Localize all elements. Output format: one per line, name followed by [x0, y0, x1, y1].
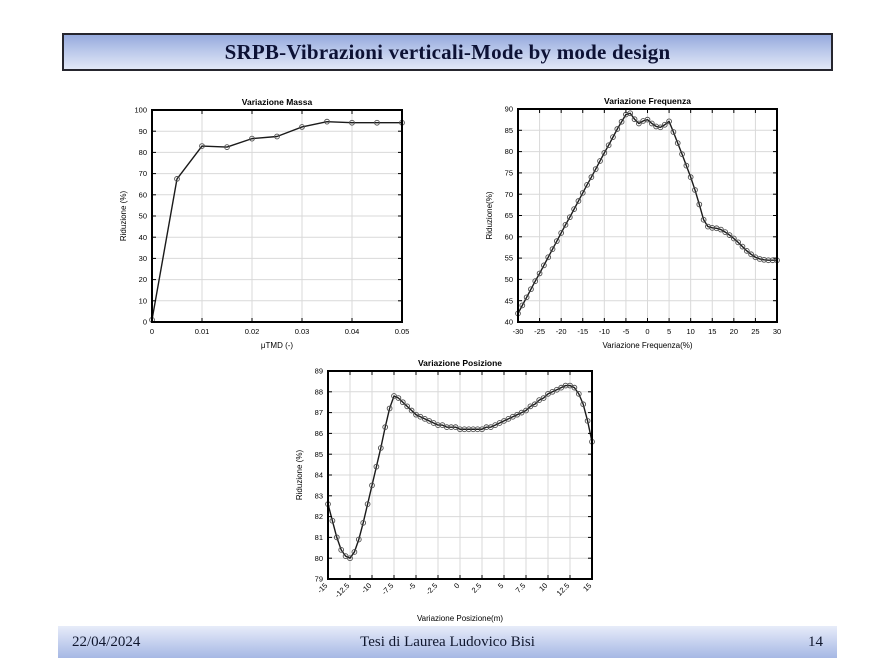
svg-text:45: 45 — [505, 296, 513, 305]
svg-text:25: 25 — [751, 327, 759, 336]
svg-text:-5: -5 — [623, 327, 630, 336]
svg-text:0: 0 — [645, 327, 649, 336]
svg-text:Variazione Posizione: Variazione Posizione — [418, 358, 502, 368]
svg-text:0: 0 — [150, 327, 154, 336]
svg-text:Variazione Frequenza(%): Variazione Frequenza(%) — [602, 341, 692, 350]
svg-text:100: 100 — [134, 106, 147, 115]
svg-text:7.5: 7.5 — [514, 581, 528, 595]
svg-text:10: 10 — [139, 296, 147, 305]
svg-text:12.5: 12.5 — [555, 581, 572, 598]
svg-text:80: 80 — [315, 554, 323, 563]
svg-text:20: 20 — [730, 327, 738, 336]
svg-text:85: 85 — [505, 126, 513, 135]
svg-text:85: 85 — [315, 450, 323, 459]
chart-variazione-frequenza: 40 45 50 55 60 65 70 75 80 85 90 -30 -25 -20 -15 -10 -5 0… — [478, 93, 789, 356]
svg-text:81: 81 — [315, 533, 323, 542]
svg-text:0.02: 0.02 — [245, 327, 260, 336]
svg-text:82: 82 — [315, 512, 323, 521]
svg-text:10: 10 — [537, 581, 549, 593]
svg-text:-5: -5 — [406, 581, 417, 592]
svg-text:80: 80 — [505, 147, 513, 156]
svg-text:-25: -25 — [534, 327, 545, 336]
svg-text:80: 80 — [139, 148, 147, 157]
svg-text:20: 20 — [139, 275, 147, 284]
svg-text:86: 86 — [315, 429, 323, 438]
svg-text:-30: -30 — [513, 327, 524, 336]
svg-text:88: 88 — [315, 387, 323, 396]
svg-text:-15: -15 — [577, 327, 588, 336]
svg-text:-10: -10 — [359, 581, 373, 595]
svg-text:70: 70 — [139, 169, 147, 178]
svg-text:Variazione Frequenza: Variazione Frequenza — [604, 96, 691, 106]
svg-text:Riduzione(%): Riduzione(%) — [485, 191, 494, 239]
svg-text:2.5: 2.5 — [470, 581, 484, 595]
svg-text:50: 50 — [139, 212, 147, 221]
svg-text:Riduzione (%): Riduzione (%) — [295, 450, 304, 501]
footer-bar: 22/04/2024 Tesi di Laurea Ludovico Bisi … — [58, 626, 837, 658]
svg-text:30: 30 — [139, 254, 147, 263]
svg-text:87: 87 — [315, 408, 323, 417]
svg-text:0.03: 0.03 — [295, 327, 310, 336]
svg-text:65: 65 — [505, 211, 513, 220]
title-banner: SRPB-Vibrazioni verticali-Mode by mode d… — [62, 33, 833, 71]
footer-date: 22/04/2024 — [72, 633, 141, 650]
svg-text:0: 0 — [452, 581, 461, 590]
svg-text:μTMD (-): μTMD (-) — [261, 341, 293, 350]
svg-text:Riduzione (%): Riduzione (%) — [119, 191, 128, 242]
svg-text:55: 55 — [505, 254, 513, 263]
svg-text:30: 30 — [773, 327, 781, 336]
svg-text:0.01: 0.01 — [195, 327, 210, 336]
svg-text:50: 50 — [505, 275, 513, 284]
svg-text:40: 40 — [505, 318, 513, 327]
svg-text:60: 60 — [505, 232, 513, 241]
svg-text:Variazione Posizione(m): Variazione Posizione(m) — [417, 614, 503, 623]
svg-text:0.05: 0.05 — [395, 327, 410, 336]
svg-text:84: 84 — [315, 471, 323, 480]
svg-text:40: 40 — [139, 233, 147, 242]
footer-title: Tesi di Laurea Ludovico Bisi — [360, 633, 535, 650]
svg-text:-12.5: -12.5 — [333, 581, 351, 599]
svg-text:90: 90 — [139, 127, 147, 136]
slide-title: SRPB-Vibrazioni verticali-Mode by mode d… — [224, 39, 671, 64]
svg-text:75: 75 — [505, 169, 513, 178]
svg-text:90: 90 — [505, 105, 513, 114]
svg-text:5: 5 — [667, 327, 671, 336]
svg-text:-10: -10 — [599, 327, 610, 336]
chart-variazione-massa: 0 10 20 30 40 50 60 70 80 90 100 0 0.01 0.02 0.03 0.04 0… — [112, 94, 414, 356]
svg-text:79: 79 — [315, 575, 323, 584]
footer-page-number: 14 — [808, 633, 823, 650]
svg-text:-2.5: -2.5 — [424, 581, 440, 597]
svg-text:15: 15 — [581, 581, 593, 593]
svg-text:-20: -20 — [556, 327, 567, 336]
svg-text:10: 10 — [686, 327, 694, 336]
svg-text:0: 0 — [143, 318, 147, 327]
svg-text:5: 5 — [496, 581, 505, 590]
svg-text:-7.5: -7.5 — [380, 581, 396, 597]
svg-text:70: 70 — [505, 190, 513, 199]
svg-text:60: 60 — [139, 190, 147, 199]
svg-text:Variazione Massa: Variazione Massa — [242, 97, 313, 107]
chart-variazione-posizione: 79 80 81 82 83 84 85 86 87 88 89 -15 -12.5 -10 -7.5 -5-… — [288, 355, 604, 627]
svg-text:83: 83 — [315, 491, 323, 500]
svg-text:89: 89 — [315, 367, 323, 376]
svg-text:0.04: 0.04 — [345, 327, 360, 336]
svg-text:15: 15 — [708, 327, 716, 336]
